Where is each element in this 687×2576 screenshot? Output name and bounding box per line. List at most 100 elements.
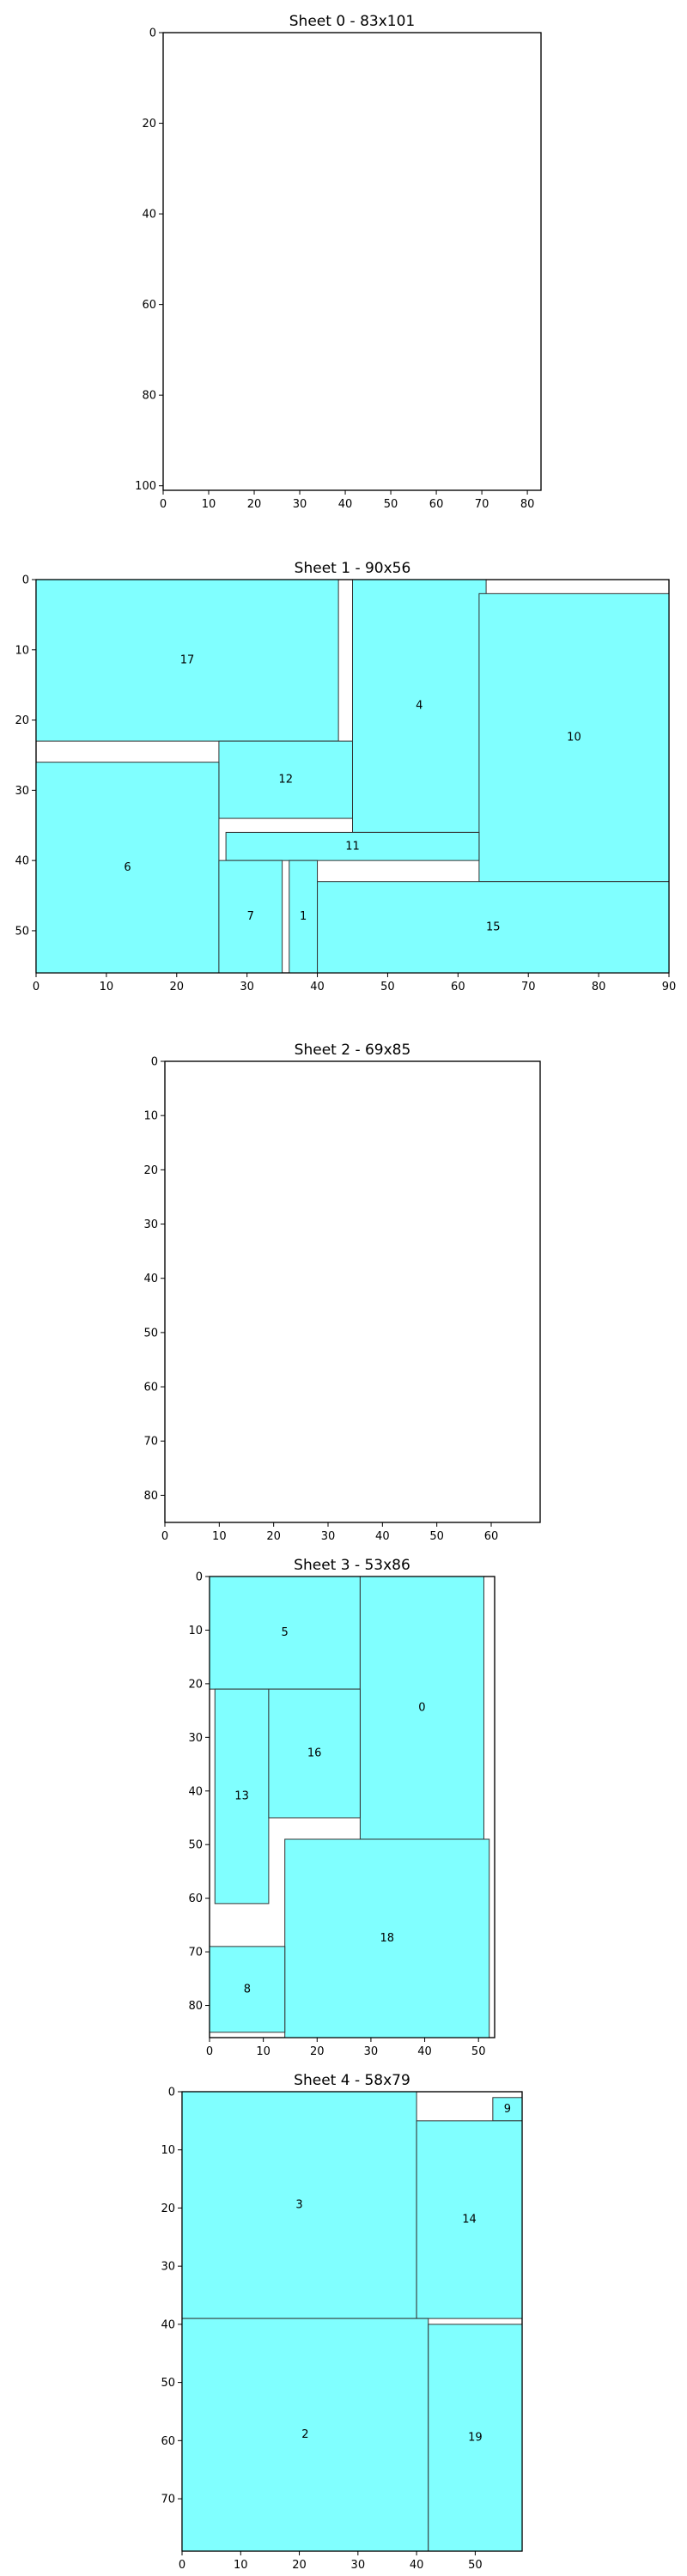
sheet-title: Sheet 2 - 69x85 [295,1042,411,1059]
y-tick-label: 50 [161,2377,175,2390]
x-tick-label: 20 [170,981,185,993]
x-tick-label: 30 [240,981,254,993]
x-tick-label: 50 [429,1530,444,1543]
y-tick-label: 0 [168,2087,175,2099]
y-tick-label: 60 [143,1382,158,1394]
piece-15 [317,881,670,974]
y-tick-label: 70 [188,1947,203,1959]
piece-14 [416,2120,523,2319]
piece-label-0: 0 [418,1701,425,1714]
plot-border [35,579,670,974]
piece-label-9: 9 [504,2103,511,2116]
piece-label-18: 18 [380,1932,394,1945]
x-tick-label: 20 [310,2045,325,2058]
y-tick-label: 30 [188,1732,203,1745]
x-tick-label: 40 [338,498,353,511]
x-tick-label: 20 [292,2559,307,2572]
x-tick-label: 30 [321,1530,336,1543]
y-tick-label: 10 [143,1110,158,1123]
y-tick-label: 50 [143,1327,158,1340]
y-tick-label: 0 [22,574,29,587]
plot-border [162,32,542,491]
y-tick-label: 10 [161,2144,175,2157]
sheet-title: Sheet 0 - 83x101 [289,13,415,30]
y-tick-label: 100 [135,480,156,493]
y-tick-label: 20 [15,714,29,727]
piece-16 [268,1688,361,1819]
piece-label-3: 3 [295,2199,302,2212]
y-tick-label: 30 [143,1218,158,1231]
piece-12 [218,740,353,819]
sheet-0: Sheet 0 - 83x101 0 10 20 30 40 50 60 70 80 0 20 40 60… [135,13,542,511]
x-tick-label: 10 [212,1530,227,1543]
x-tick-label: 20 [266,1530,281,1543]
plot-border [181,2091,523,2552]
piece-label-16: 16 [307,1747,322,1760]
sheet-2: Sheet 2 - 69x85 0 10 20 30 40 50 60 0 10 20 30 40 50 6… [143,1042,541,1543]
piece-label-17: 17 [180,654,195,667]
piece-label-7: 7 [247,910,254,923]
sheet-title: Sheet 1 - 90x56 [295,560,411,577]
piece-label-12: 12 [278,774,293,787]
y-tick-label: 70 [161,2494,175,2506]
x-tick-label: 0 [33,981,40,993]
y-tick-label: 0 [151,1056,158,1069]
x-tick-label: 80 [520,498,535,511]
piece-19 [428,2324,523,2552]
piece-6 [35,762,220,974]
x-tick-label: 50 [471,2045,486,2058]
piece-label-10: 10 [567,732,581,744]
plot-frame [162,32,542,491]
piece-label-11: 11 [345,840,360,853]
x-tick-label: 40 [410,2559,424,2572]
x-tick-label: 70 [521,981,536,993]
sheet-1: Sheet 1 - 90x56 17 4 10 12 6 11 7 1 15 0 10 20 30 40 50… [15,560,676,993]
y-tick-label: 20 [142,118,156,131]
y-tick-label: 20 [188,1678,203,1691]
y-tick-label: 60 [161,2435,175,2448]
y-tick-label: 60 [142,299,156,312]
y-tick-label: 10 [188,1625,203,1637]
x-tick-label: 60 [484,1530,499,1543]
y-tick-label: 30 [161,2261,175,2274]
x-tick-label: 90 [662,981,677,993]
piece-7 [218,860,283,974]
y-tick-label: 40 [15,855,29,868]
plot-border [164,1060,541,1523]
piece-label-19: 19 [468,2431,483,2444]
x-tick-label: 50 [468,2559,483,2572]
y-tick-label: 0 [149,27,156,40]
y-tick-label: 50 [188,1839,203,1852]
piece-18 [284,1838,490,2038]
x-tick-label: 60 [451,981,465,993]
piece-label-5: 5 [282,1626,289,1639]
x-tick-label: 70 [475,498,489,511]
piece-label-2: 2 [301,2428,308,2441]
y-tick-label: 80 [143,1490,158,1503]
piece-label-13: 13 [234,1790,249,1803]
piece-0 [359,1576,484,1840]
y-tick-label: 30 [15,785,29,798]
sheet-title: Sheet 3 - 53x86 [294,1557,410,1574]
piece-label-4: 4 [416,700,423,713]
x-tick-label: 0 [160,498,167,511]
x-tick-label: 10 [100,981,114,993]
piece-13 [214,1688,270,1905]
y-tick-label: 40 [143,1273,158,1285]
y-tick-label: 0 [196,1571,203,1584]
y-tick-label: 40 [161,2318,175,2331]
piece-label-15: 15 [486,920,501,933]
y-tick-label: 10 [15,644,29,657]
x-tick-label: 40 [375,1530,390,1543]
x-tick-label: 0 [179,2559,185,2572]
x-tick-label: 40 [310,981,325,993]
x-tick-label: 80 [592,981,606,993]
piece-label-1: 1 [300,910,307,923]
y-tick-label: 20 [143,1164,158,1177]
y-tick-label: 40 [142,209,156,222]
x-tick-label: 50 [384,498,398,511]
y-tick-label: 40 [188,1785,203,1798]
x-tick-label: 40 [417,2045,432,2058]
